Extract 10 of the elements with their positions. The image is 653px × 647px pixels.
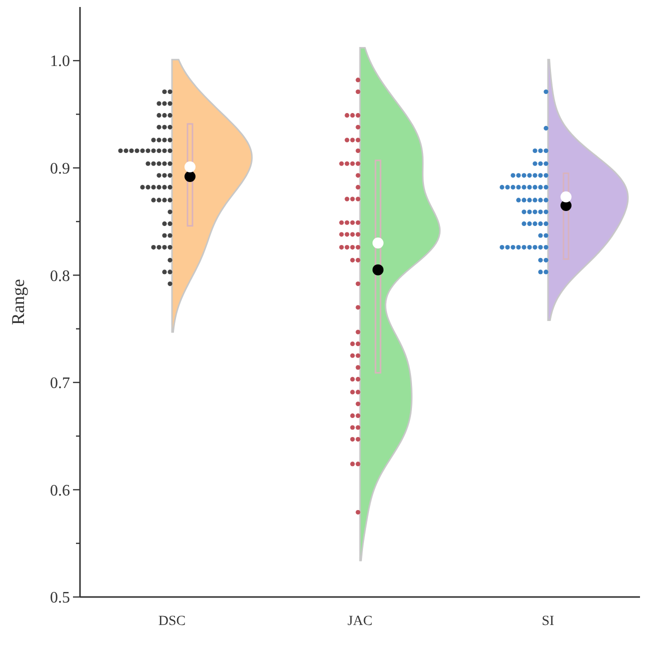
x-tick-label: JAC <box>348 614 372 629</box>
y-tick-label: 0.7 <box>50 375 70 392</box>
y-tick-label: 0.5 <box>50 590 70 607</box>
y-tick-label: 0.9 <box>50 160 70 178</box>
x-tick-label: SI <box>542 614 555 629</box>
y-tick-label: 0.8 <box>50 268 70 285</box>
y-tick-label: 0.6 <box>50 482 70 500</box>
y-tick-label: 1.0 <box>50 53 70 70</box>
x-tick-label: DSC <box>158 614 186 629</box>
y-axis-title: Range <box>8 278 28 325</box>
